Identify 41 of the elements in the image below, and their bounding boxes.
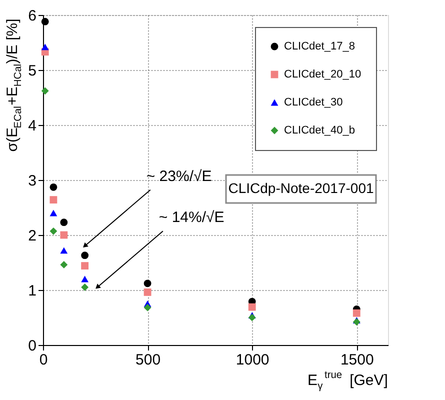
point: [144, 280, 152, 288]
point: [60, 260, 68, 268]
legend-label: CLICdet_17_8: [284, 40, 355, 52]
point: [81, 284, 89, 291]
point: [41, 18, 49, 26]
legend-label: CLICdet_30: [284, 96, 343, 108]
point: [248, 314, 256, 322]
y-axis-title: σ(EECal+EHCal)/E [%]: [4, 18, 24, 152]
point: [60, 247, 68, 254]
x-tick-label: 500: [136, 352, 161, 368]
point: [41, 44, 49, 50]
point: [41, 87, 49, 95]
x-tick-label: 0: [39, 352, 48, 368]
legend-label: CLICdet_40_b: [284, 124, 355, 136]
point: [50, 196, 58, 204]
y-tick-label: 3: [28, 172, 36, 190]
annotation: ~ 14%/√E: [158, 209, 224, 226]
point: [81, 252, 89, 260]
annotation: CLICdp-Note-2017-001: [228, 180, 374, 196]
annotation: ~ 23%/√E: [146, 168, 212, 185]
point: [81, 262, 89, 270]
point: [60, 231, 68, 239]
point: [60, 218, 68, 226]
point: [352, 318, 360, 326]
point: [50, 210, 58, 216]
point: [144, 304, 152, 312]
point: [50, 183, 58, 191]
y-tick-label: 6: [28, 8, 36, 24]
x-tick-label: 1500: [340, 352, 374, 368]
point: [81, 276, 89, 282]
point: [144, 288, 152, 296]
point: [352, 309, 360, 317]
point: [248, 303, 256, 311]
legend-label: CLICdet_20_10: [284, 68, 362, 80]
y-tick-label: 2: [28, 228, 36, 244]
point: [50, 227, 58, 235]
x-tick-label: 1000: [236, 352, 270, 368]
y-tick-label: 4: [28, 118, 36, 134]
y-tick-label: 1: [28, 282, 36, 300]
y-tick-label: 0: [28, 338, 36, 354]
y-tick-label: 5: [28, 62, 36, 80]
